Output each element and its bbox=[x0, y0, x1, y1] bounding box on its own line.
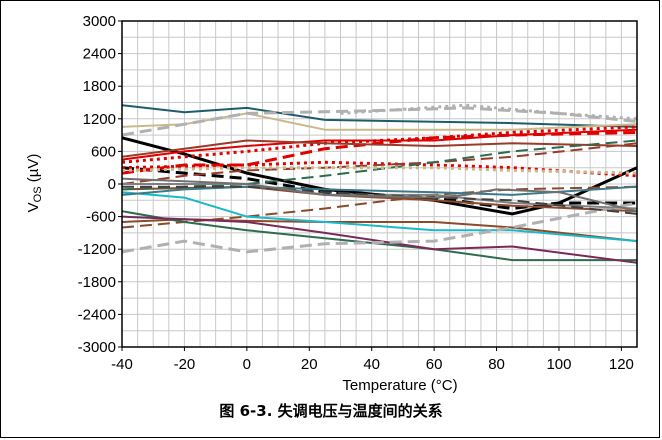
series-line-2 bbox=[121, 112, 638, 131]
y-axis-title-unit: (µV) bbox=[25, 154, 42, 187]
y-tick-label: 600 bbox=[91, 143, 116, 160]
series-line-25 bbox=[121, 177, 638, 213]
y-tick-label: 0 bbox=[108, 176, 116, 193]
x-tick-label: 60 bbox=[426, 356, 443, 373]
figure-caption: 图 6-3. 失调电压与温度间的关系 bbox=[219, 402, 443, 420]
vos-vs-temperature-chart: 30002400180012006000-600-1200-1800-2400-… bbox=[25, 13, 638, 394]
y-tick-label: -1800 bbox=[78, 274, 116, 291]
series-line-8 bbox=[121, 130, 638, 175]
x-tick-label: -20 bbox=[174, 356, 196, 373]
x-tick-label: 20 bbox=[301, 356, 318, 373]
y-tick-label: 2400 bbox=[83, 46, 116, 63]
y-tick-label: -3000 bbox=[78, 339, 116, 356]
x-tick-label: 80 bbox=[488, 356, 505, 373]
series-line-11 bbox=[121, 139, 638, 158]
x-tick-label: 40 bbox=[363, 356, 380, 373]
y-tick-label: 1800 bbox=[83, 78, 116, 95]
series-line-19 bbox=[121, 215, 638, 264]
y-tick-label: 3000 bbox=[83, 13, 116, 30]
y-tick-label: -2400 bbox=[78, 306, 116, 323]
y-axis-title-sub: OS bbox=[32, 186, 44, 202]
y-tick-label: -1200 bbox=[78, 241, 116, 258]
tick-labels: 30002400180012006000-600-1200-1800-2400-… bbox=[78, 13, 634, 373]
series-line-22 bbox=[121, 201, 638, 254]
x-tick-label: 120 bbox=[609, 356, 634, 373]
axes bbox=[118, 20, 638, 351]
y-tick-label: 1200 bbox=[83, 111, 116, 128]
y-axis-title-main: V bbox=[25, 202, 42, 212]
x-tick-label: 0 bbox=[243, 356, 251, 373]
series-line-20 bbox=[121, 185, 638, 196]
series-line-16 bbox=[121, 210, 637, 262]
series-line-7 bbox=[121, 128, 638, 161]
y-tick-label: -600 bbox=[86, 209, 116, 226]
series-group bbox=[121, 103, 638, 264]
x-tick-label: -40 bbox=[111, 356, 133, 373]
series-line-18 bbox=[121, 191, 638, 243]
series-line-24 bbox=[122, 185, 638, 215]
y-axis-title: VOS (µV) bbox=[25, 154, 44, 213]
x-tick-label: 100 bbox=[546, 356, 571, 373]
series-line-12 bbox=[121, 142, 638, 185]
x-axis-title: Temperature (°C) bbox=[342, 377, 457, 394]
